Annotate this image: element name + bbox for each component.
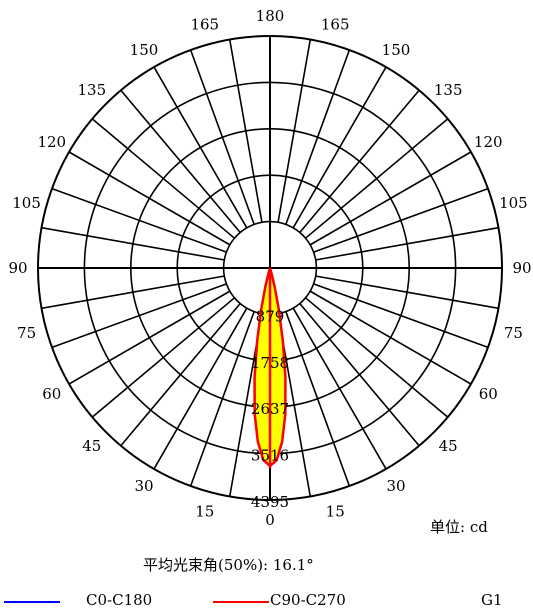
angle-label: 165 bbox=[321, 16, 350, 34]
grid-spoke bbox=[153, 307, 248, 470]
angle-label: 0 bbox=[265, 511, 275, 529]
grid-spoke bbox=[51, 282, 228, 349]
grid-spoke bbox=[284, 49, 351, 226]
grid-spoke bbox=[315, 275, 499, 310]
grid-spoke bbox=[309, 151, 472, 246]
angle-label: 60 bbox=[42, 385, 61, 403]
angle-label: 120 bbox=[37, 133, 66, 151]
radial-tick-label: 2637 bbox=[251, 400, 289, 418]
radial-tick-labels: 879 1758 2637 3516 4395 bbox=[251, 307, 289, 511]
grid-spoke bbox=[189, 310, 256, 487]
angle-label: 150 bbox=[382, 41, 411, 59]
grid-spoke bbox=[292, 66, 387, 229]
grid-spoke bbox=[298, 89, 420, 234]
grid-spoke bbox=[189, 49, 256, 226]
angle-label: 105 bbox=[499, 194, 528, 212]
grid-spoke bbox=[41, 226, 225, 261]
grid-spoke bbox=[91, 296, 236, 418]
grid-spoke bbox=[304, 296, 449, 418]
angle-label: 135 bbox=[77, 81, 106, 99]
grid-spoke bbox=[292, 307, 387, 470]
legend-c90-label: C90-C270 bbox=[270, 591, 346, 609]
angle-label: 90 bbox=[512, 259, 531, 277]
intensity-curves bbox=[253, 267, 287, 469]
legend-c0-line bbox=[4, 601, 60, 603]
grid-spoke bbox=[228, 39, 263, 223]
grid-spoke bbox=[68, 290, 231, 385]
angle-label: 180 bbox=[256, 7, 285, 25]
grid-spoke bbox=[120, 302, 242, 447]
angle-label: 60 bbox=[479, 385, 498, 403]
angle-label: 75 bbox=[504, 324, 523, 342]
angle-label: 30 bbox=[386, 477, 405, 495]
grid-spoke bbox=[41, 275, 225, 310]
legend-c0-label: C0-C180 bbox=[86, 591, 153, 609]
grid-spoke bbox=[309, 290, 472, 385]
grid-spoke bbox=[277, 39, 312, 223]
angle-labels: 0 15 30 45 60 75 90 105 120 135 150 165 180 15 30 45 60 7… bbox=[8, 7, 531, 529]
grid-spoke bbox=[298, 302, 420, 447]
radial-tick-label: 3516 bbox=[251, 447, 289, 465]
angle-label: 135 bbox=[434, 81, 463, 99]
radial-tick-label: 1758 bbox=[251, 354, 289, 372]
grid-spoke bbox=[315, 226, 499, 261]
curve-c90-c270 bbox=[253, 267, 287, 469]
grid-spoke bbox=[120, 89, 242, 234]
angle-label: 150 bbox=[130, 41, 159, 59]
beam-angle-label: 平均光束角(50%): 16.1° bbox=[143, 556, 314, 574]
angle-label: 105 bbox=[12, 194, 41, 212]
angle-label: 45 bbox=[82, 437, 101, 455]
grid-spoke bbox=[304, 118, 449, 240]
grid-spoke bbox=[312, 187, 489, 254]
angle-label: 90 bbox=[8, 259, 27, 277]
angle-label: 15 bbox=[195, 502, 214, 520]
grid-spoke bbox=[51, 187, 228, 254]
angle-label: 45 bbox=[439, 437, 458, 455]
angle-label: 165 bbox=[190, 16, 219, 34]
radial-tick-label: 879 bbox=[256, 307, 285, 325]
unit-label: 单位: cd bbox=[430, 518, 488, 536]
legend-g-label: G1 bbox=[481, 591, 503, 609]
grid-spoke bbox=[284, 310, 351, 487]
angle-label: 15 bbox=[326, 502, 345, 520]
grid-spoke bbox=[91, 118, 236, 240]
legend-c90-line bbox=[213, 601, 269, 603]
grid-spoke bbox=[68, 151, 231, 246]
radial-tick-label: 4395 bbox=[251, 493, 289, 511]
grid-spoke bbox=[153, 66, 248, 229]
angle-label: 30 bbox=[134, 477, 153, 495]
polar-chart: 0 15 30 45 60 75 90 105 120 135 150 165 180 15 30 45 60 7… bbox=[8, 7, 531, 529]
angle-label: 75 bbox=[17, 324, 36, 342]
angle-label: 120 bbox=[474, 133, 503, 151]
grid-spoke bbox=[312, 282, 489, 349]
